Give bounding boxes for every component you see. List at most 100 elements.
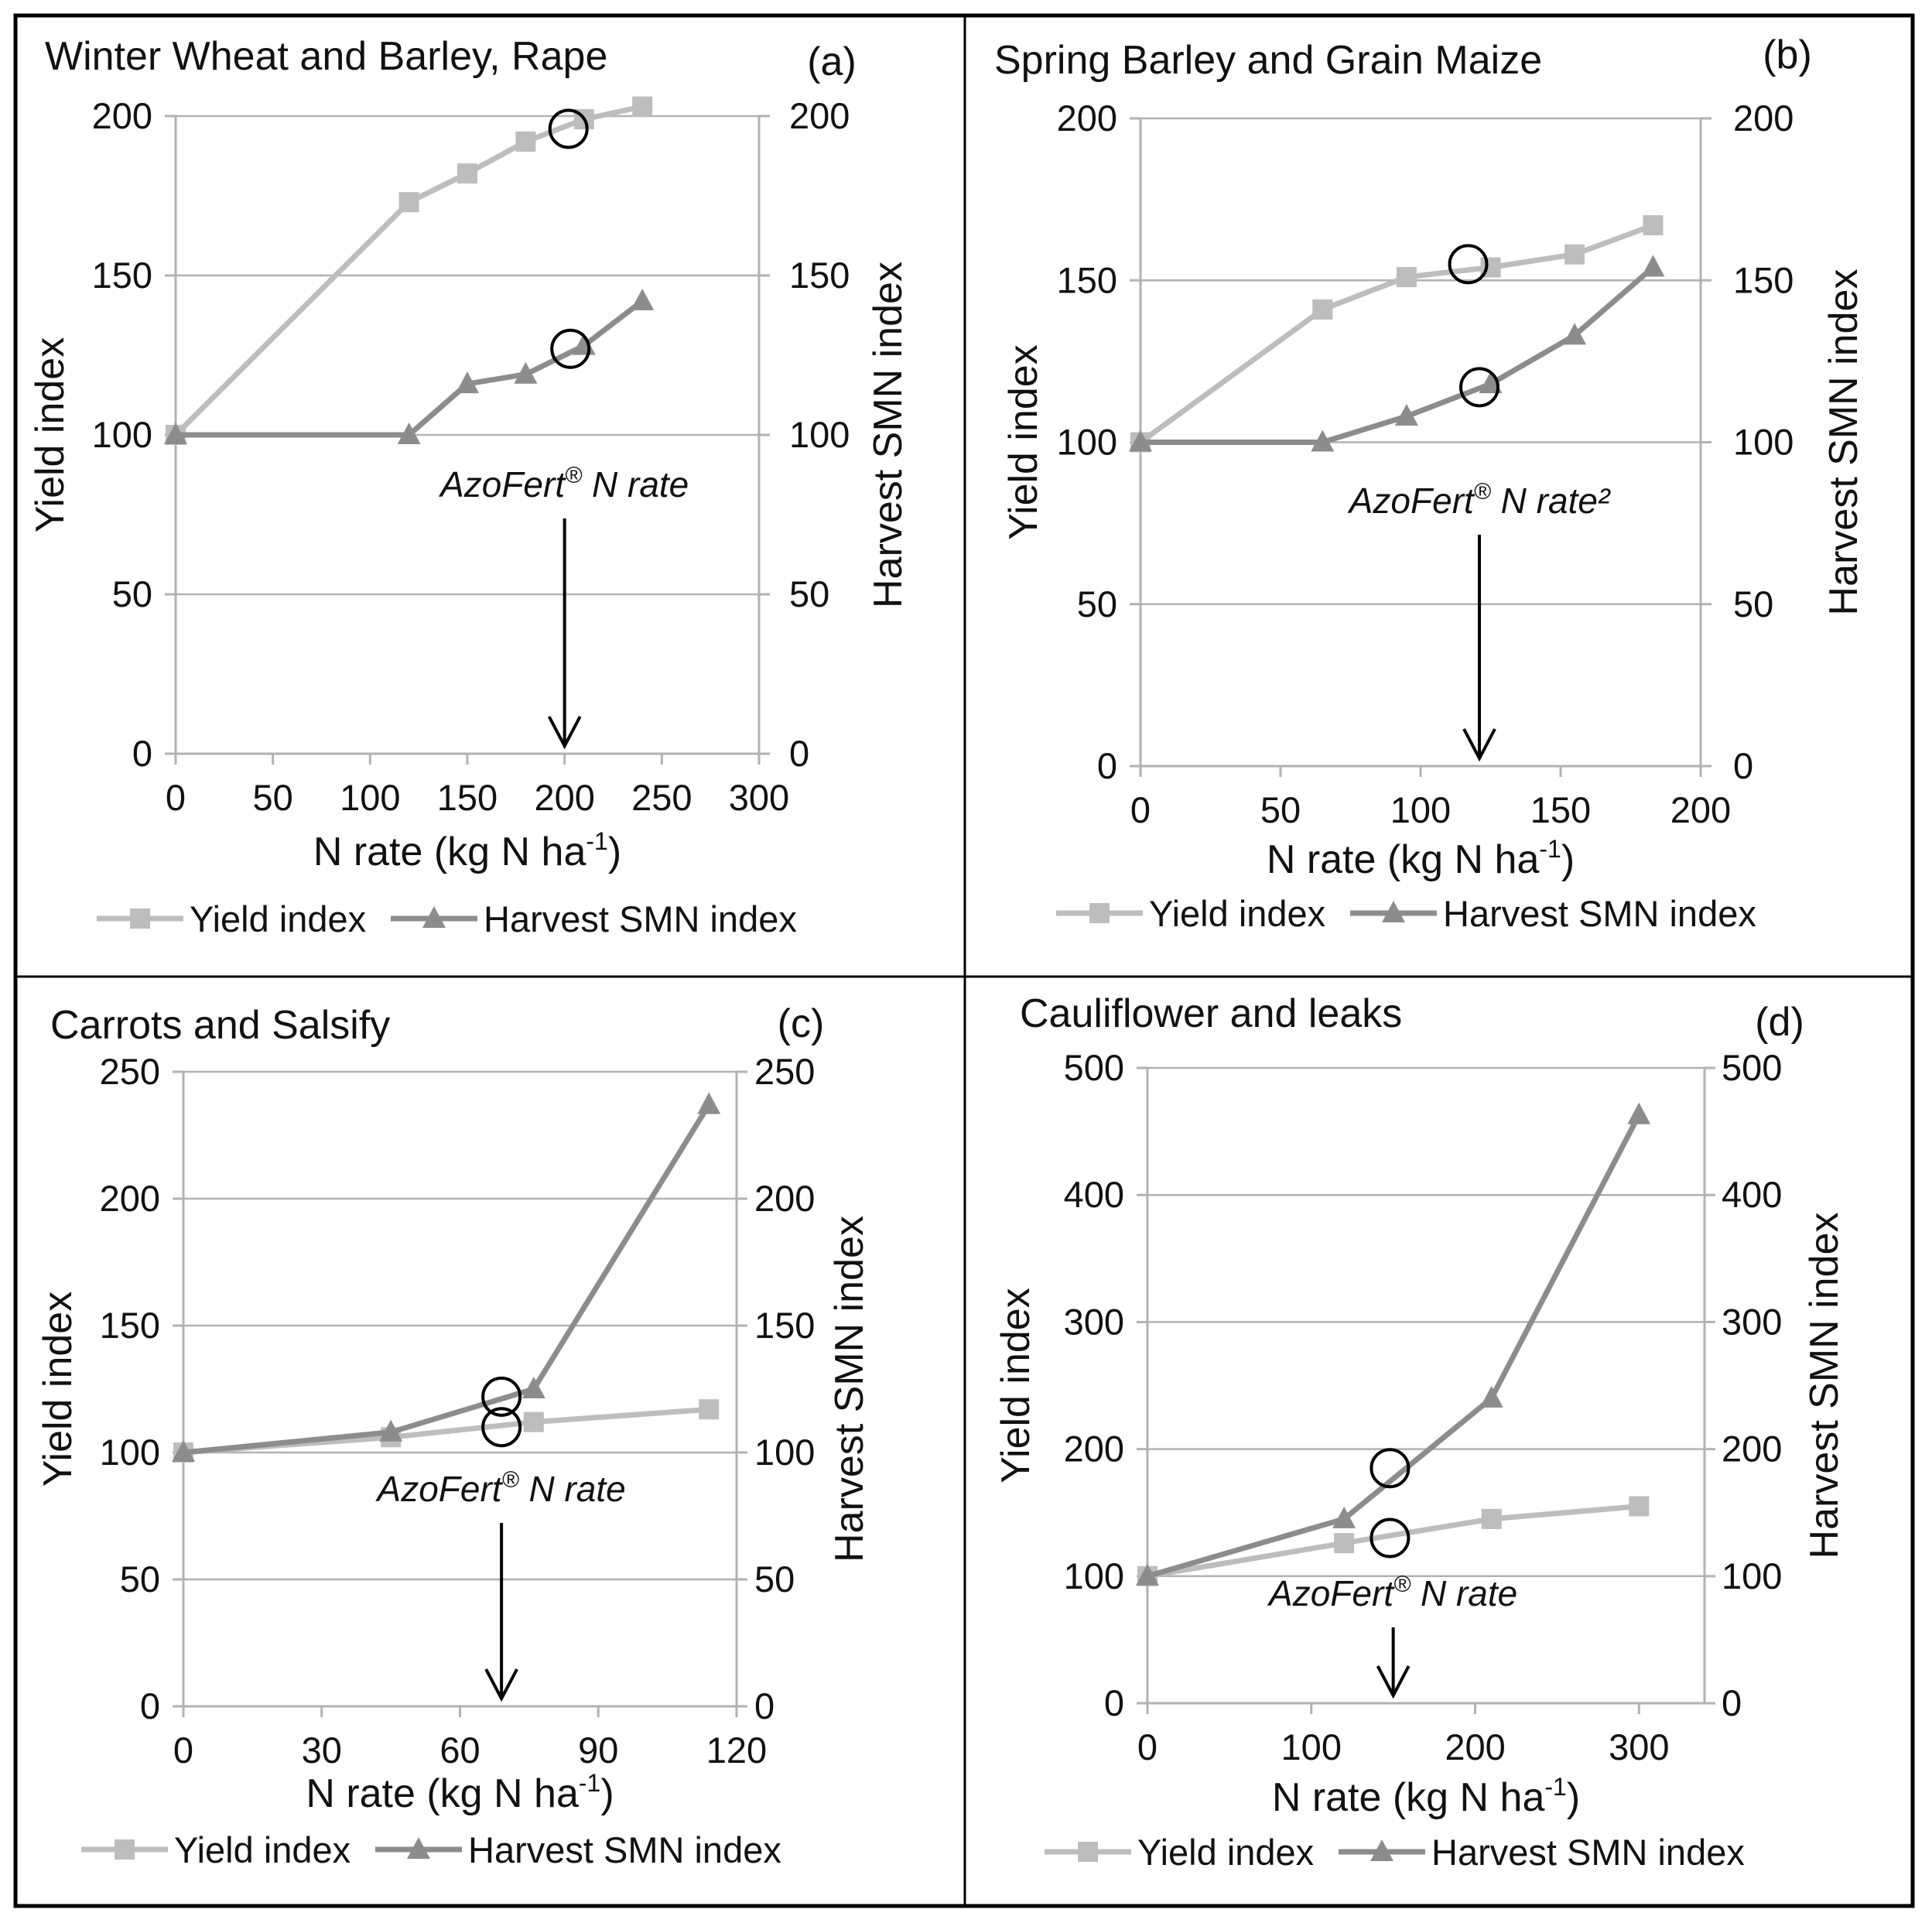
y2-axis-label: Harvest SMN index [827,1216,872,1562]
y-tick-label: 200 [92,95,152,136]
legend-label: Yield index [1149,893,1325,934]
series-line-yield-index [1138,222,1654,445]
x-tick-label: 150 [1530,789,1591,830]
harvest-smn-index-point [379,1419,403,1442]
x-tick-label: 50 [253,777,293,818]
x-tick-label: 250 [631,777,692,818]
y-axis-label: Yield index [1001,344,1046,539]
legend-square-marker [130,908,150,929]
yield-index-point [1629,1496,1650,1517]
arrow-head [547,716,582,750]
series-line-harvest-smn-index [1140,265,1655,445]
harvest-smn-index-point [1479,1385,1503,1408]
arrow-head [1376,1665,1411,1699]
arrow-head [1462,728,1496,762]
annotation-end: N rate² [1491,481,1611,521]
x-axis-label-text: N rate (kg N ha [313,830,586,874]
annotation-text: AzoFert [438,464,566,505]
chart-panel-2: Spring Barley and Grain Maize (b)0 050 5010… [994,33,1866,934]
annotation-end: N rate [582,464,689,505]
annotation-text: AzoFert [1347,481,1476,521]
y-tick-label: 50 [1077,583,1117,624]
x-axis-label-text: N rate (kg N ha [1272,1775,1545,1820]
x-axis-label: N rate (kg N ha-1) [1272,1773,1580,1820]
x-tick-label: 30 [302,1730,342,1771]
harvest-smn-index-point [1311,429,1335,452]
legend-triangle-marker [1370,1839,1393,1861]
x-tick-label: 100 [340,777,400,818]
y2-tick-label: 150 [754,1305,815,1346]
panel-label: (b) [1763,33,1812,77]
y2-axis-label: Harvest SMN index [1802,1213,1847,1559]
harvest-smn-index-point [521,1377,545,1398]
legend-label: Yield index [174,1829,350,1870]
x-axis-label-end: ) [608,830,621,874]
legend-label: Yield index [1137,1832,1314,1873]
yield-index-point [1564,244,1585,265]
y-tick-label: 150 [1057,259,1117,300]
x-tick-label: 120 [706,1730,767,1771]
x-tick-label: 0 [173,1730,193,1771]
yield-index-point [457,163,477,184]
x-axis-label-superscript: -1 [579,1769,600,1797]
legend-label: Harvest SMN index [1443,893,1756,934]
annotation-superscript: ® [502,1467,520,1493]
azofert-circle-marker [1369,1518,1411,1559]
chart-title: Winter Wheat and Barley, Rape [45,34,607,79]
panel-label: (d) [1755,1000,1804,1045]
y2-tick-label: 150 [789,255,850,296]
y2-tick-label: 200 [1722,1429,1782,1470]
y-tick-label: 300 [1064,1301,1124,1342]
azofert-circle-marker [1369,1448,1411,1489]
x-axis-label-superscript: -1 [1539,835,1561,863]
annotation-text: AzoFert [375,1469,504,1509]
harvest-smn-index-point [514,361,538,384]
harvest-smn-index-point [164,423,187,444]
y-axis-label: Yield index [28,337,73,532]
y2-axis-label: Harvest SMN index [1821,269,1866,616]
y2-tick-label: 100 [754,1432,815,1473]
y2-axis-label: Harvest SMN index [866,262,911,608]
harvest-smn-index-point [397,423,421,444]
azofert-circle-marker [481,1407,522,1448]
series-line-yield-index [1147,1504,1640,1579]
y2-tick-label: 200 [1733,98,1794,139]
x-tick-label: 300 [729,777,789,818]
y2-tick-label: 250 [754,1051,815,1092]
x-tick-label: 0 [1130,789,1151,830]
x-axis-label: N rate (kg N ha-1) [306,1769,614,1816]
yield-index-point [398,192,419,213]
harvest-smn-index-point [172,1440,195,1462]
harvest-smn-index-point [1394,404,1418,426]
y-tick-label: 200 [1057,98,1117,139]
y-tick-label: 100 [1057,422,1117,463]
azofert-circle-marker [548,108,589,149]
y2-tick-label: 400 [1722,1174,1782,1215]
azofert-circle-marker [481,1376,522,1417]
y-tick-label: 0 [132,733,152,774]
y-tick-label: 200 [100,1178,160,1219]
yield-index-point [523,1411,544,1432]
yield-index-point [1643,215,1664,236]
panel-label: (c) [778,1001,825,1046]
series-line-harvest-smn-index [176,299,645,438]
azofert-circle-marker [1448,244,1489,285]
x-tick-label: 200 [1670,789,1731,830]
y-tick-label: 50 [112,573,152,614]
series-line-harvest-smn-index [1147,1114,1642,1579]
y2-tick-label: 50 [789,573,829,614]
x-tick-label: 0 [166,777,186,818]
annotation-text: AzoFert [1267,1573,1395,1613]
y2-tick-label: 0 [1722,1682,1742,1723]
harvest-smn-index-point [1479,371,1503,394]
y2-tick-label: 300 [1722,1301,1782,1342]
arrow-head [484,1668,518,1702]
x-tick-label: 100 [1390,789,1451,830]
y-tick-label: 100 [92,414,152,455]
y-tick-label: 0 [1104,1682,1124,1723]
x-tick-label: 60 [439,1730,480,1771]
y-tick-label: 100 [1064,1555,1124,1596]
y2-tick-label: 200 [754,1178,815,1219]
legend-square-marker [1078,1842,1098,1862]
